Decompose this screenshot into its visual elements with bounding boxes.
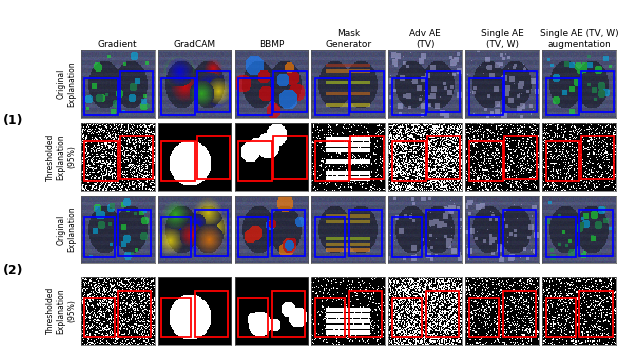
Bar xyxy=(392,298,422,337)
Bar xyxy=(350,136,384,179)
Bar xyxy=(195,291,228,337)
Bar xyxy=(580,291,613,337)
Bar xyxy=(120,71,153,112)
Bar xyxy=(349,210,382,256)
Bar xyxy=(238,78,272,115)
Bar xyxy=(85,216,114,257)
Bar xyxy=(238,141,272,181)
Text: Original
Explanation: Original Explanation xyxy=(57,61,76,107)
Bar xyxy=(85,78,118,115)
Bar xyxy=(581,71,614,112)
Bar xyxy=(118,210,151,256)
Bar xyxy=(503,291,536,337)
Bar xyxy=(161,141,195,181)
Text: Thresholded
Explanation
(95%): Thresholded Explanation (95%) xyxy=(46,287,76,334)
Bar xyxy=(161,216,192,257)
Bar xyxy=(468,298,499,337)
Bar xyxy=(425,291,459,337)
Bar xyxy=(504,71,537,112)
Text: Single AE (TV, W)
augmentation: Single AE (TV, W) augmentation xyxy=(540,29,618,49)
Bar xyxy=(274,136,307,179)
Bar xyxy=(392,141,425,181)
Bar xyxy=(545,216,576,257)
Bar xyxy=(161,78,195,115)
Bar xyxy=(545,141,580,181)
Bar xyxy=(272,210,305,256)
Bar xyxy=(468,78,503,115)
Bar xyxy=(504,136,537,179)
Bar xyxy=(118,291,151,337)
Bar xyxy=(427,136,460,179)
Text: Gradient: Gradient xyxy=(98,40,137,49)
Bar xyxy=(503,210,536,256)
Bar xyxy=(315,78,349,115)
Text: GradCAM: GradCAM xyxy=(174,40,216,49)
Bar xyxy=(315,141,349,181)
Text: (2): (2) xyxy=(3,264,24,277)
Bar xyxy=(468,216,499,257)
Text: Single AE
(TV, W): Single AE (TV, W) xyxy=(481,29,524,49)
Bar xyxy=(545,298,576,337)
Bar xyxy=(272,291,305,337)
Bar xyxy=(545,78,580,115)
Bar xyxy=(238,298,268,337)
Bar xyxy=(85,298,114,337)
Text: Mask
Generator: Mask Generator xyxy=(325,29,371,49)
Bar xyxy=(468,141,503,181)
Text: Original
Explanation: Original Explanation xyxy=(57,207,76,252)
Text: (1): (1) xyxy=(3,114,24,127)
Bar xyxy=(195,210,228,256)
Bar xyxy=(238,216,268,257)
Bar xyxy=(349,291,382,337)
Bar xyxy=(427,71,460,112)
Bar xyxy=(425,210,459,256)
Bar xyxy=(350,71,384,112)
Bar xyxy=(197,71,230,112)
Bar xyxy=(392,78,425,115)
Bar xyxy=(392,216,422,257)
Bar xyxy=(580,210,613,256)
Bar xyxy=(120,136,153,179)
Bar xyxy=(315,216,345,257)
Bar xyxy=(161,298,192,337)
Bar xyxy=(315,298,345,337)
Text: BBMP: BBMP xyxy=(259,40,284,49)
Bar xyxy=(274,71,307,112)
Bar xyxy=(581,136,614,179)
Bar xyxy=(197,136,230,179)
Text: Adv AE
(TV): Adv AE (TV) xyxy=(409,29,441,49)
Bar xyxy=(85,141,118,181)
Text: Thresholded
Explanation
(95%): Thresholded Explanation (95%) xyxy=(46,133,76,181)
